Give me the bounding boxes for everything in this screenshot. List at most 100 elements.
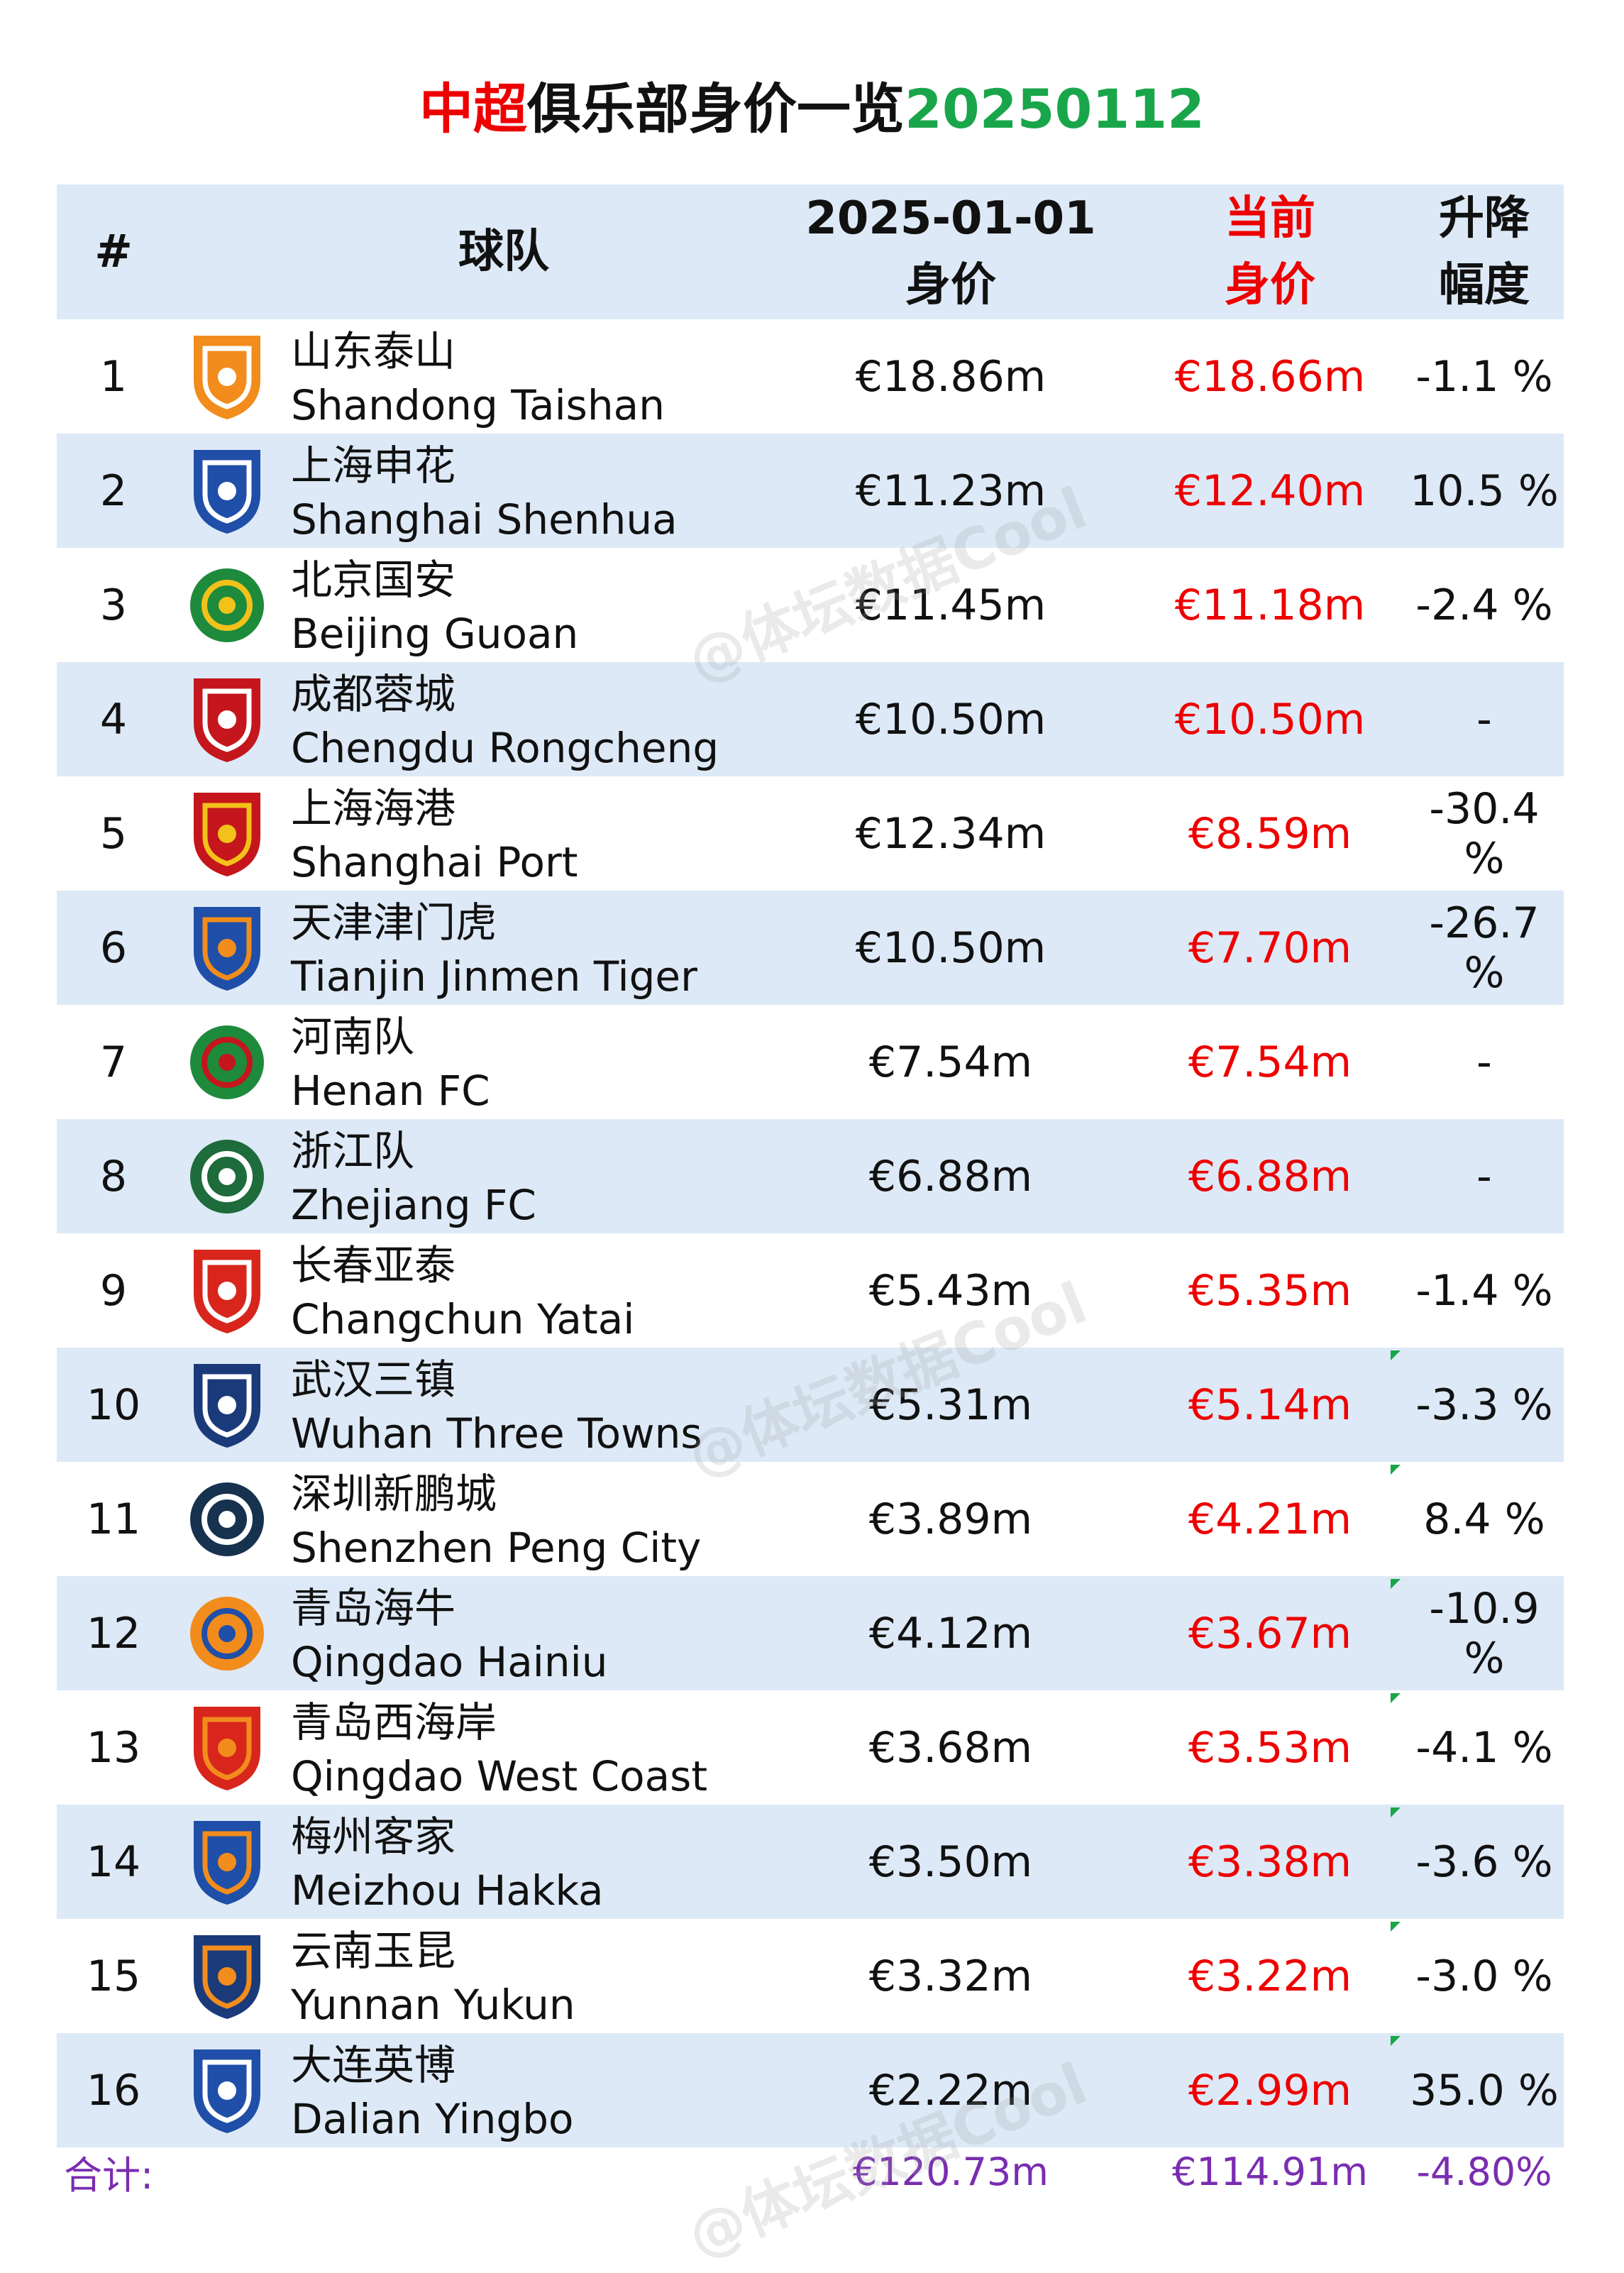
old-value: €5.43m [868,1265,1033,1316]
meizhou-hakka-logo [177,1805,277,1919]
team-name-en: Shanghai Shenhua [291,495,678,544]
team-name-cn: 青岛海牛 [291,1584,456,1632]
team-name: 武汉三镇 Wuhan Three Towns [291,1348,830,1462]
change-percent: -3.0 % [1415,1951,1553,2001]
header-old-line1: 2025-01-01 [805,192,1096,245]
header-current-value: 当前 身价 [1121,185,1419,319]
table-row: 13 青岛西海岸 Qingdao West Coast €3.68m €3.53m -4.… [57,1690,1564,1805]
total-row: 合计: €120.73m €114.91m -4.80% [57,2143,1564,2200]
team-name: 云南玉昆 Yunnan Yukun [291,1919,830,2033]
total-old-value: €120.73m [853,2149,1049,2194]
green-corner-mark [1391,1465,1401,1475]
current-value: €3.53m [1188,1722,1352,1773]
header-old-line2: 身价 [905,259,996,312]
old-value: €18.86m [855,351,1046,402]
table-row: 6 天津津门虎 Tianjin Jinmen Tiger €10.50m €7.70m -… [57,891,1564,1005]
team-name: 河南队 Henan FC [291,1005,830,1119]
changchun-yatai-logo [177,1233,277,1348]
current-value: €4.21m [1188,1494,1352,1544]
current-value: €7.54m [1188,1037,1352,1087]
team-name: 北京国安 Beijing Guoan [291,548,830,662]
team-name: 深圳新鹏城 Shenzhen Peng City [291,1462,830,1576]
team-name-en: Yunnan Yukun [291,1981,575,2029]
team-name-cn: 成都蓉城 [291,670,456,718]
total-change: -4.80% [1416,2149,1552,2194]
change-percent: 8.4 % [1423,1494,1545,1544]
old-value: €3.68m [868,1722,1033,1773]
rank-number: 15 [86,1951,141,2001]
table-row: 10 武汉三镇 Wuhan Three Towns €5.31m €5.14m -3.3 … [57,1348,1564,1462]
old-value: €11.23m [855,466,1046,516]
header-chg-line2: 幅度 [1439,259,1530,312]
current-value: €6.88m [1188,1151,1352,1201]
old-value: €7.54m [868,1037,1033,1087]
team-name-en: Chengdu Rongcheng [291,724,719,772]
shenzhen-peng-city-logo [177,1462,277,1576]
team-name: 浙江队 Zhejiang FC [291,1119,830,1233]
qingdao-west-coast-logo [177,1690,277,1805]
change-percent: -3.3 % [1415,1380,1553,1430]
rank-number: 3 [99,580,128,630]
green-corner-mark [1391,1807,1401,1817]
table-row: 4 成都蓉城 Chengdu Rongcheng €10.50m €10.50m - [57,662,1564,776]
rank-number: 8 [99,1151,128,1201]
change-percent: -3.6 % [1415,1837,1553,1887]
green-corner-mark [1391,1693,1401,1703]
total-current-value: €114.91m [1172,2149,1368,2194]
table-row: 7 河南队 Henan FC €7.54m €7.54m - [57,1005,1564,1119]
dalian-yingbo-logo [177,2033,277,2147]
title-part1: 中超 [419,77,527,141]
current-value: €7.70m [1188,923,1352,973]
team-name-cn: 梅州客家 [291,1812,456,1861]
rank-number: 5 [99,808,128,859]
title-part2: 俱乐部身价一览 [526,77,905,141]
change-percent: -2.4 % [1415,580,1553,630]
team-name-cn: 山东泰山 [291,327,456,375]
old-value: €3.32m [868,1951,1033,2001]
team-name-en: Qingdao Hainiu [291,1638,608,1686]
header-cur-line1: 当前 [1225,192,1315,245]
current-value: €2.99m [1188,2065,1352,2115]
green-corner-mark [1391,1350,1401,1360]
zhejiang-fc-logo [177,1119,277,1233]
rank-number: 14 [86,1837,141,1887]
wuhan-three-towns-logo [177,1348,277,1462]
team-name: 成都蓉城 Chengdu Rongcheng [291,662,830,776]
change-percent: -1.1 % [1415,351,1553,402]
change-percent: 10.5 % [1410,466,1559,516]
team-name-en: Shandong Taishan [291,381,665,429]
team-name-en: Shanghai Port [291,838,578,886]
old-value: €4.12m [868,1608,1033,1658]
current-value: €8.59m [1188,808,1352,859]
header-old-value: 2025-01-01 身价 [802,185,1100,319]
change-percent: -1.4 % [1415,1265,1553,1316]
current-value: €3.22m [1188,1951,1352,2001]
page-title: 中超俱乐部身价一览20250112 [0,74,1624,145]
team-name-en: Shenzhen Peng City [291,1524,702,1572]
table-row: 2 上海申花 Shanghai Shenhua €11.23m €12.40m 10.5 … [57,434,1564,548]
team-name-cn: 青岛西海岸 [291,1698,497,1746]
change-percent: -4.1 % [1415,1722,1553,1773]
current-value: €11.18m [1174,580,1366,630]
rank-number: 6 [99,923,128,973]
current-value: €18.66m [1174,351,1366,402]
rank-number: 9 [99,1265,128,1316]
team-name-en: Qingdao West Coast [291,1752,708,1800]
team-name-en: Zhejiang FC [291,1181,536,1229]
change-percent: - [1476,694,1492,744]
header-cur-line2: 身价 [1225,259,1315,312]
team-name: 青岛海牛 Qingdao Hainiu [291,1576,830,1690]
rank-number: 16 [86,2065,141,2115]
team-name: 长春亚泰 Changchun Yatai [291,1233,830,1348]
table-row: 9 长春亚泰 Changchun Yatai €5.43m €5.35m -1.4 % [57,1233,1564,1348]
table-row: 8 浙江队 Zhejiang FC €6.88m €6.88m - [57,1119,1564,1233]
current-value: €5.35m [1188,1265,1352,1316]
henan-fc-logo [177,1005,277,1119]
team-name: 上海海港 Shanghai Port [291,776,830,891]
rank-number: 4 [99,694,128,744]
team-name-cn: 北京国安 [291,556,456,604]
header-num: # [94,226,133,278]
table-row: 14 梅州客家 Meizhou Hakka €3.50m €3.38m -3.6 % [57,1805,1564,1919]
beijing-guoan-logo [177,548,277,662]
shandong-taishan-logo [177,319,277,434]
